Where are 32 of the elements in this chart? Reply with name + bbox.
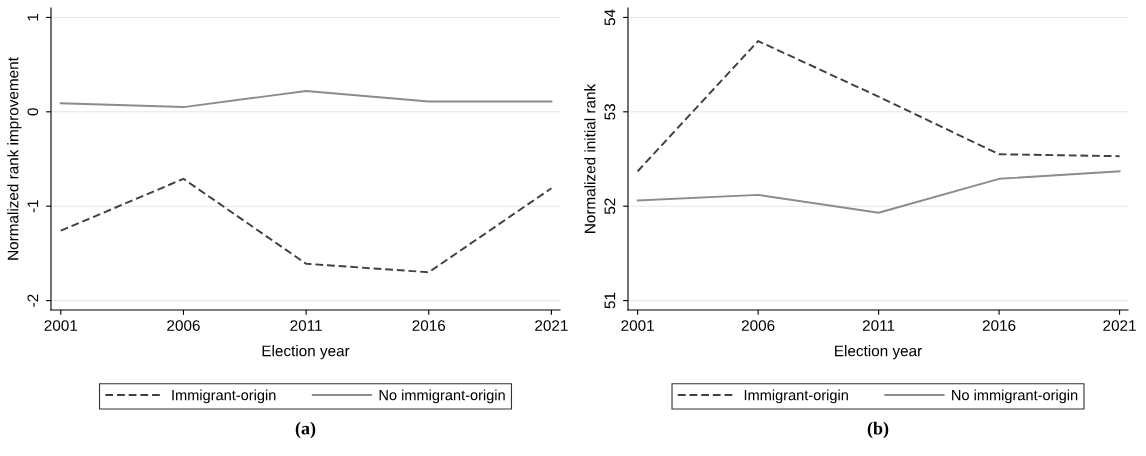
x-tick-label: 2001: [621, 320, 654, 331]
y-tick-label: 52: [604, 198, 616, 215]
x-tick-label: 2021: [535, 320, 568, 331]
line-series: [636, 40, 1121, 173]
x-tick-label: 2016: [412, 320, 446, 331]
x-tick-label: 2021: [1103, 320, 1136, 331]
legend-label: No immigrant-origin: [379, 389, 505, 404]
x-tick-label: 2001: [44, 320, 78, 331]
text: (b): [867, 421, 889, 439]
line-series: [636, 170, 1121, 214]
y-axis-title: Normalized rank improvement: [7, 57, 22, 260]
x-tick-label: 2006: [741, 320, 775, 331]
y-tick-label: -2: [27, 294, 39, 307]
legend-label: Immigrant-origin: [172, 389, 276, 404]
x-axis-title: Election year: [835, 345, 922, 360]
legend-label: No immigrant-origin: [952, 389, 1078, 404]
y-tick-label: 1: [27, 13, 39, 21]
x-tick-label: 2011: [862, 320, 895, 331]
x-tick-label: 2006: [167, 320, 200, 331]
y-tick-label: 54: [604, 9, 616, 26]
y-axis-title: Normalized initial rank: [584, 83, 596, 233]
y-tick-label: 53: [604, 103, 616, 120]
x-tick-label: 2016: [982, 320, 1016, 331]
line-series: [59, 177, 553, 274]
x-tick-label: 2011: [290, 320, 322, 331]
y-tick-label: 0: [27, 108, 39, 116]
line-series: [59, 90, 553, 109]
legend-label: Immigrant-origin: [744, 389, 848, 404]
y-tick-label: 51: [604, 292, 616, 309]
x-axis-title: Election year: [262, 345, 350, 360]
y-tick-label: -1: [27, 200, 39, 213]
text: (a): [295, 421, 316, 439]
